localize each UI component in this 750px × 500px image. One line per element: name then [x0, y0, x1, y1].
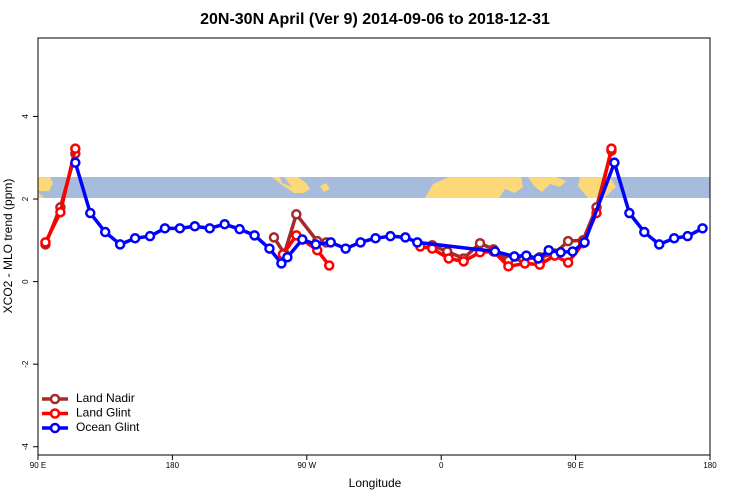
data-point [639, 226, 650, 238]
y-tick-label: 0 [21, 279, 30, 284]
data-point [606, 143, 617, 154]
legend-label: Land Glint [76, 406, 131, 420]
data-point [282, 251, 293, 263]
data-point [458, 256, 469, 267]
data-point [268, 232, 280, 243]
data-point [555, 247, 566, 258]
data-point [489, 246, 501, 257]
data-point [653, 239, 665, 250]
data-point [40, 237, 51, 248]
x-tick-label: 180 [166, 461, 180, 470]
data-point [697, 223, 708, 234]
data-point [219, 218, 230, 230]
data-point [400, 232, 411, 243]
data-point [99, 226, 111, 238]
data-point [668, 232, 680, 244]
legend-item: Land Nadir [42, 391, 135, 405]
plot-frame [37, 37, 711, 456]
data-point [609, 157, 620, 168]
map-land [38, 177, 616, 198]
data-point [114, 239, 126, 250]
data-point [144, 230, 156, 242]
data-point [385, 230, 396, 242]
data-point [174, 223, 186, 234]
data-point [340, 243, 351, 254]
data-point [370, 232, 381, 244]
data-point [234, 223, 245, 235]
legend-marker [49, 393, 61, 405]
data-point [562, 257, 574, 268]
data-point [325, 237, 336, 248]
data-point [291, 209, 302, 220]
data-point [503, 261, 514, 272]
legend-item: Ocean Glint [42, 420, 140, 434]
legend-label: Land Nadir [76, 391, 135, 405]
data-point [624, 207, 635, 219]
data-point [159, 223, 171, 234]
y-tick-label: 4 [21, 114, 30, 119]
data-point [310, 239, 322, 250]
data-point [579, 237, 590, 248]
data-point [204, 223, 215, 234]
y-tick-label: -2 [21, 360, 30, 368]
y-tick-label: 2 [21, 196, 30, 201]
map-band [38, 177, 710, 198]
data-point [509, 251, 520, 262]
x-axis-label: Longitude [349, 476, 402, 490]
data-point [276, 258, 287, 269]
data-point [521, 250, 532, 261]
data-point [129, 232, 141, 244]
x-tick-label: 0 [439, 461, 444, 470]
data-point [543, 244, 554, 256]
legend-marker [49, 422, 61, 434]
data-point [682, 230, 693, 242]
data-point [264, 243, 275, 254]
y-tick-label: -4 [21, 443, 30, 451]
data-point [85, 207, 96, 219]
data-point [70, 143, 81, 154]
data-point [323, 260, 335, 271]
data-point [249, 230, 260, 241]
data-point [443, 253, 454, 264]
x-tick-label: 90 E [567, 461, 583, 470]
data-point [567, 246, 578, 257]
x-tick-label: 180 [703, 461, 717, 470]
legend-marker [49, 408, 61, 419]
y-axis-label: XCO2 - MLO trend (ppm) [1, 179, 15, 314]
series-line [73, 160, 704, 266]
chart-title: 20N-30N April (Ver 9) 2014-09-06 to 2018… [200, 11, 550, 28]
data-point [474, 237, 486, 249]
data-point [55, 206, 66, 218]
x-tick-label: 90 E [30, 461, 46, 470]
series-line [43, 148, 614, 269]
legend-label: Ocean Glint [76, 420, 140, 434]
data-point [297, 234, 308, 245]
data-point [70, 157, 81, 168]
x-tick-label: 90 W [297, 461, 316, 470]
data-point [412, 237, 423, 248]
legend-item: Land Glint [42, 406, 131, 420]
data-point [355, 237, 366, 248]
data-point [189, 221, 201, 232]
data-point [562, 235, 574, 247]
data-point [533, 253, 544, 264]
